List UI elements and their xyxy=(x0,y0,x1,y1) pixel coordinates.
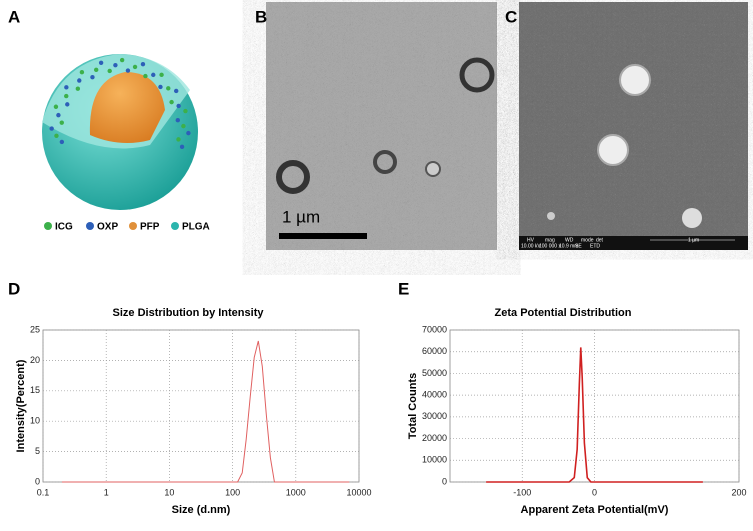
dot xyxy=(75,86,81,91)
legend-label: PFP xyxy=(140,222,160,233)
sem-header: mode xyxy=(581,237,594,243)
x-tick-label: 1000 xyxy=(286,487,306,497)
x-tick-label: 100 xyxy=(225,487,240,497)
legend-label: PLGA xyxy=(182,222,210,233)
y-axis-label: Total Counts xyxy=(407,373,419,439)
dot xyxy=(59,139,65,145)
x-axis-label: Size (d.nm) xyxy=(172,504,231,516)
chart-title: Size Distribution by Intensity xyxy=(113,307,265,319)
y-tick-label: 15 xyxy=(30,385,40,395)
y-tick-label: 60000 xyxy=(422,346,447,356)
dot xyxy=(158,84,163,90)
sem-value: 10.00 kV xyxy=(521,243,541,249)
sem-header: WD xyxy=(565,237,574,243)
y-axis-label: Intensity(Percent) xyxy=(15,359,27,452)
sem-header: det xyxy=(596,237,604,243)
data-line xyxy=(486,347,703,483)
dot xyxy=(119,57,125,63)
legend-swatch xyxy=(44,222,52,230)
panel-label: E xyxy=(398,279,409,298)
dot xyxy=(90,75,95,80)
y-tick-label: 20000 xyxy=(422,433,447,443)
legend-swatch xyxy=(129,222,137,230)
dot xyxy=(64,93,69,99)
y-tick-label: 30000 xyxy=(422,411,447,421)
sem-value: ETD xyxy=(590,243,600,249)
dot xyxy=(54,133,59,138)
sem-scale-label: 1 µm xyxy=(688,237,699,243)
sem-header: HV xyxy=(527,237,535,243)
dot xyxy=(186,130,191,136)
nanoparticle-diagram xyxy=(42,54,198,210)
x-tick-label: 0 xyxy=(592,487,597,497)
dot xyxy=(125,68,131,73)
dot xyxy=(176,137,181,142)
dot xyxy=(151,72,156,78)
y-tick-label: 25 xyxy=(30,324,40,334)
y-tick-label: 0 xyxy=(442,476,447,486)
dot xyxy=(107,68,112,74)
dot xyxy=(183,108,188,114)
y-tick-label: 5 xyxy=(35,446,40,456)
plot-frame xyxy=(42,329,360,483)
dot xyxy=(56,112,61,118)
y-tick-label: 50000 xyxy=(422,368,447,378)
legend-swatch xyxy=(86,222,94,230)
legend-label: OXP xyxy=(97,222,118,233)
panel-label: C xyxy=(505,7,517,26)
panel-label: A xyxy=(8,7,20,26)
scale-bar-label: 1 µm xyxy=(282,207,320,226)
sem-value: SE xyxy=(575,243,582,249)
dot xyxy=(53,104,59,109)
dot xyxy=(79,69,85,75)
data-line xyxy=(62,340,350,483)
dot xyxy=(181,123,186,129)
x-tick-label: 200 xyxy=(731,487,746,497)
x-tick-label: 10000 xyxy=(346,487,371,497)
panel-label: D xyxy=(8,279,20,298)
legend-label: ICG xyxy=(55,222,73,233)
y-tick-label: 70000 xyxy=(422,324,447,334)
sem-value: 100 000 x xyxy=(539,243,561,249)
dot xyxy=(65,102,70,107)
dot xyxy=(166,86,171,91)
y-tick-label: 10 xyxy=(30,416,40,426)
y-tick-label: 20 xyxy=(30,355,40,365)
dot xyxy=(174,88,179,94)
dot xyxy=(143,73,148,79)
dot xyxy=(59,120,64,125)
x-tick-label: 0.1 xyxy=(37,487,50,497)
dot xyxy=(113,62,118,68)
y-tick-label: 40000 xyxy=(422,390,447,400)
dot xyxy=(98,60,104,65)
x-tick-label: -100 xyxy=(513,487,531,497)
x-tick-label: 1 xyxy=(104,487,109,497)
dot xyxy=(64,85,69,90)
sem-value: 10.9 mm xyxy=(559,243,578,249)
dot xyxy=(176,103,181,109)
x-axis-label: Apparent Zeta Potential(mV) xyxy=(521,504,669,516)
dot xyxy=(93,67,99,73)
dot xyxy=(179,144,185,150)
dot xyxy=(49,126,54,131)
dot xyxy=(175,117,181,123)
dot xyxy=(169,99,174,105)
dot xyxy=(140,61,146,67)
dot xyxy=(132,64,138,70)
legend-swatch xyxy=(171,222,179,230)
y-tick-label: 10000 xyxy=(422,455,447,465)
panel-label: B xyxy=(255,7,267,26)
x-tick-label: 10 xyxy=(164,487,174,497)
dot xyxy=(77,78,82,83)
dot xyxy=(159,72,164,78)
y-tick-label: 0 xyxy=(35,476,40,486)
tem-image: 1 µm xyxy=(266,2,497,250)
chart-title: Zeta Potential Distribution xyxy=(495,307,632,319)
sem-header: mag xyxy=(545,237,555,243)
